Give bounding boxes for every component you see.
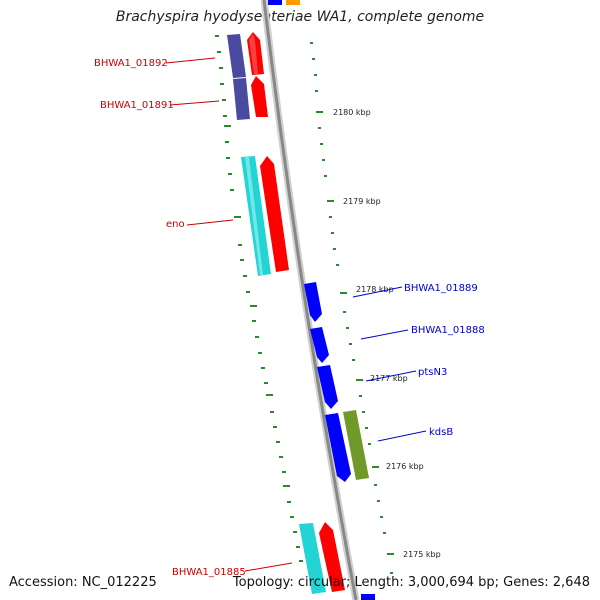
cds-feature[interactable] (325, 413, 351, 482)
gene-label[interactable]: BHWA1_01885 (172, 567, 246, 578)
gene-label[interactable]: kdsB (429, 427, 453, 438)
tick-label: 2176 kbp (386, 462, 424, 471)
gene-label[interactable]: ptsN3 (418, 367, 447, 378)
tick-label: 2179 kbp (343, 197, 381, 206)
tick-label: 2180 kbp (333, 108, 371, 117)
backbone-line (262, 0, 358, 600)
label-leaders (165, 57, 427, 572)
cds-feature[interactable] (260, 156, 289, 272)
cds-feature[interactable] (310, 327, 329, 363)
cds-feature[interactable] (227, 34, 246, 78)
cds-feature[interactable] (343, 410, 369, 480)
cds-feature-partial[interactable] (268, 0, 282, 5)
cds-feature[interactable] (251, 76, 268, 117)
topology-text: Topology: circular; Length: 3,000,694 bp… (232, 575, 590, 590)
tick-label: 2177 kbp (370, 374, 408, 383)
gene-label[interactable]: BHWA1_01892 (94, 58, 168, 69)
minor-ticks-inner (215, 35, 303, 562)
cds-highlight (249, 34, 258, 74)
cds-feature[interactable] (233, 78, 250, 120)
accession-text: Accession: NC_012225 (9, 575, 157, 590)
gene-label[interactable]: BHWA1_01889 (404, 283, 478, 294)
tick-label: 2178 kbp (356, 285, 394, 294)
minor-ticks-outer (310, 42, 394, 574)
tick-label: 2175 kbp (403, 550, 441, 559)
cds-highlight (245, 157, 263, 275)
gene-label[interactable]: BHWA1_01888 (411, 325, 485, 336)
cds-feature[interactable] (304, 282, 322, 322)
cds-feature[interactable] (319, 522, 345, 592)
cds-feature-partial[interactable] (361, 594, 375, 600)
map-title: Brachyspira hyodysenteriae WA1, complete… (115, 9, 485, 25)
gene-label[interactable]: eno (166, 219, 185, 230)
cds-feature-partial[interactable] (286, 0, 300, 5)
gene-label[interactable]: BHWA1_01891 (100, 100, 174, 111)
cds-feature[interactable] (299, 523, 326, 594)
cds-feature[interactable] (317, 365, 338, 409)
